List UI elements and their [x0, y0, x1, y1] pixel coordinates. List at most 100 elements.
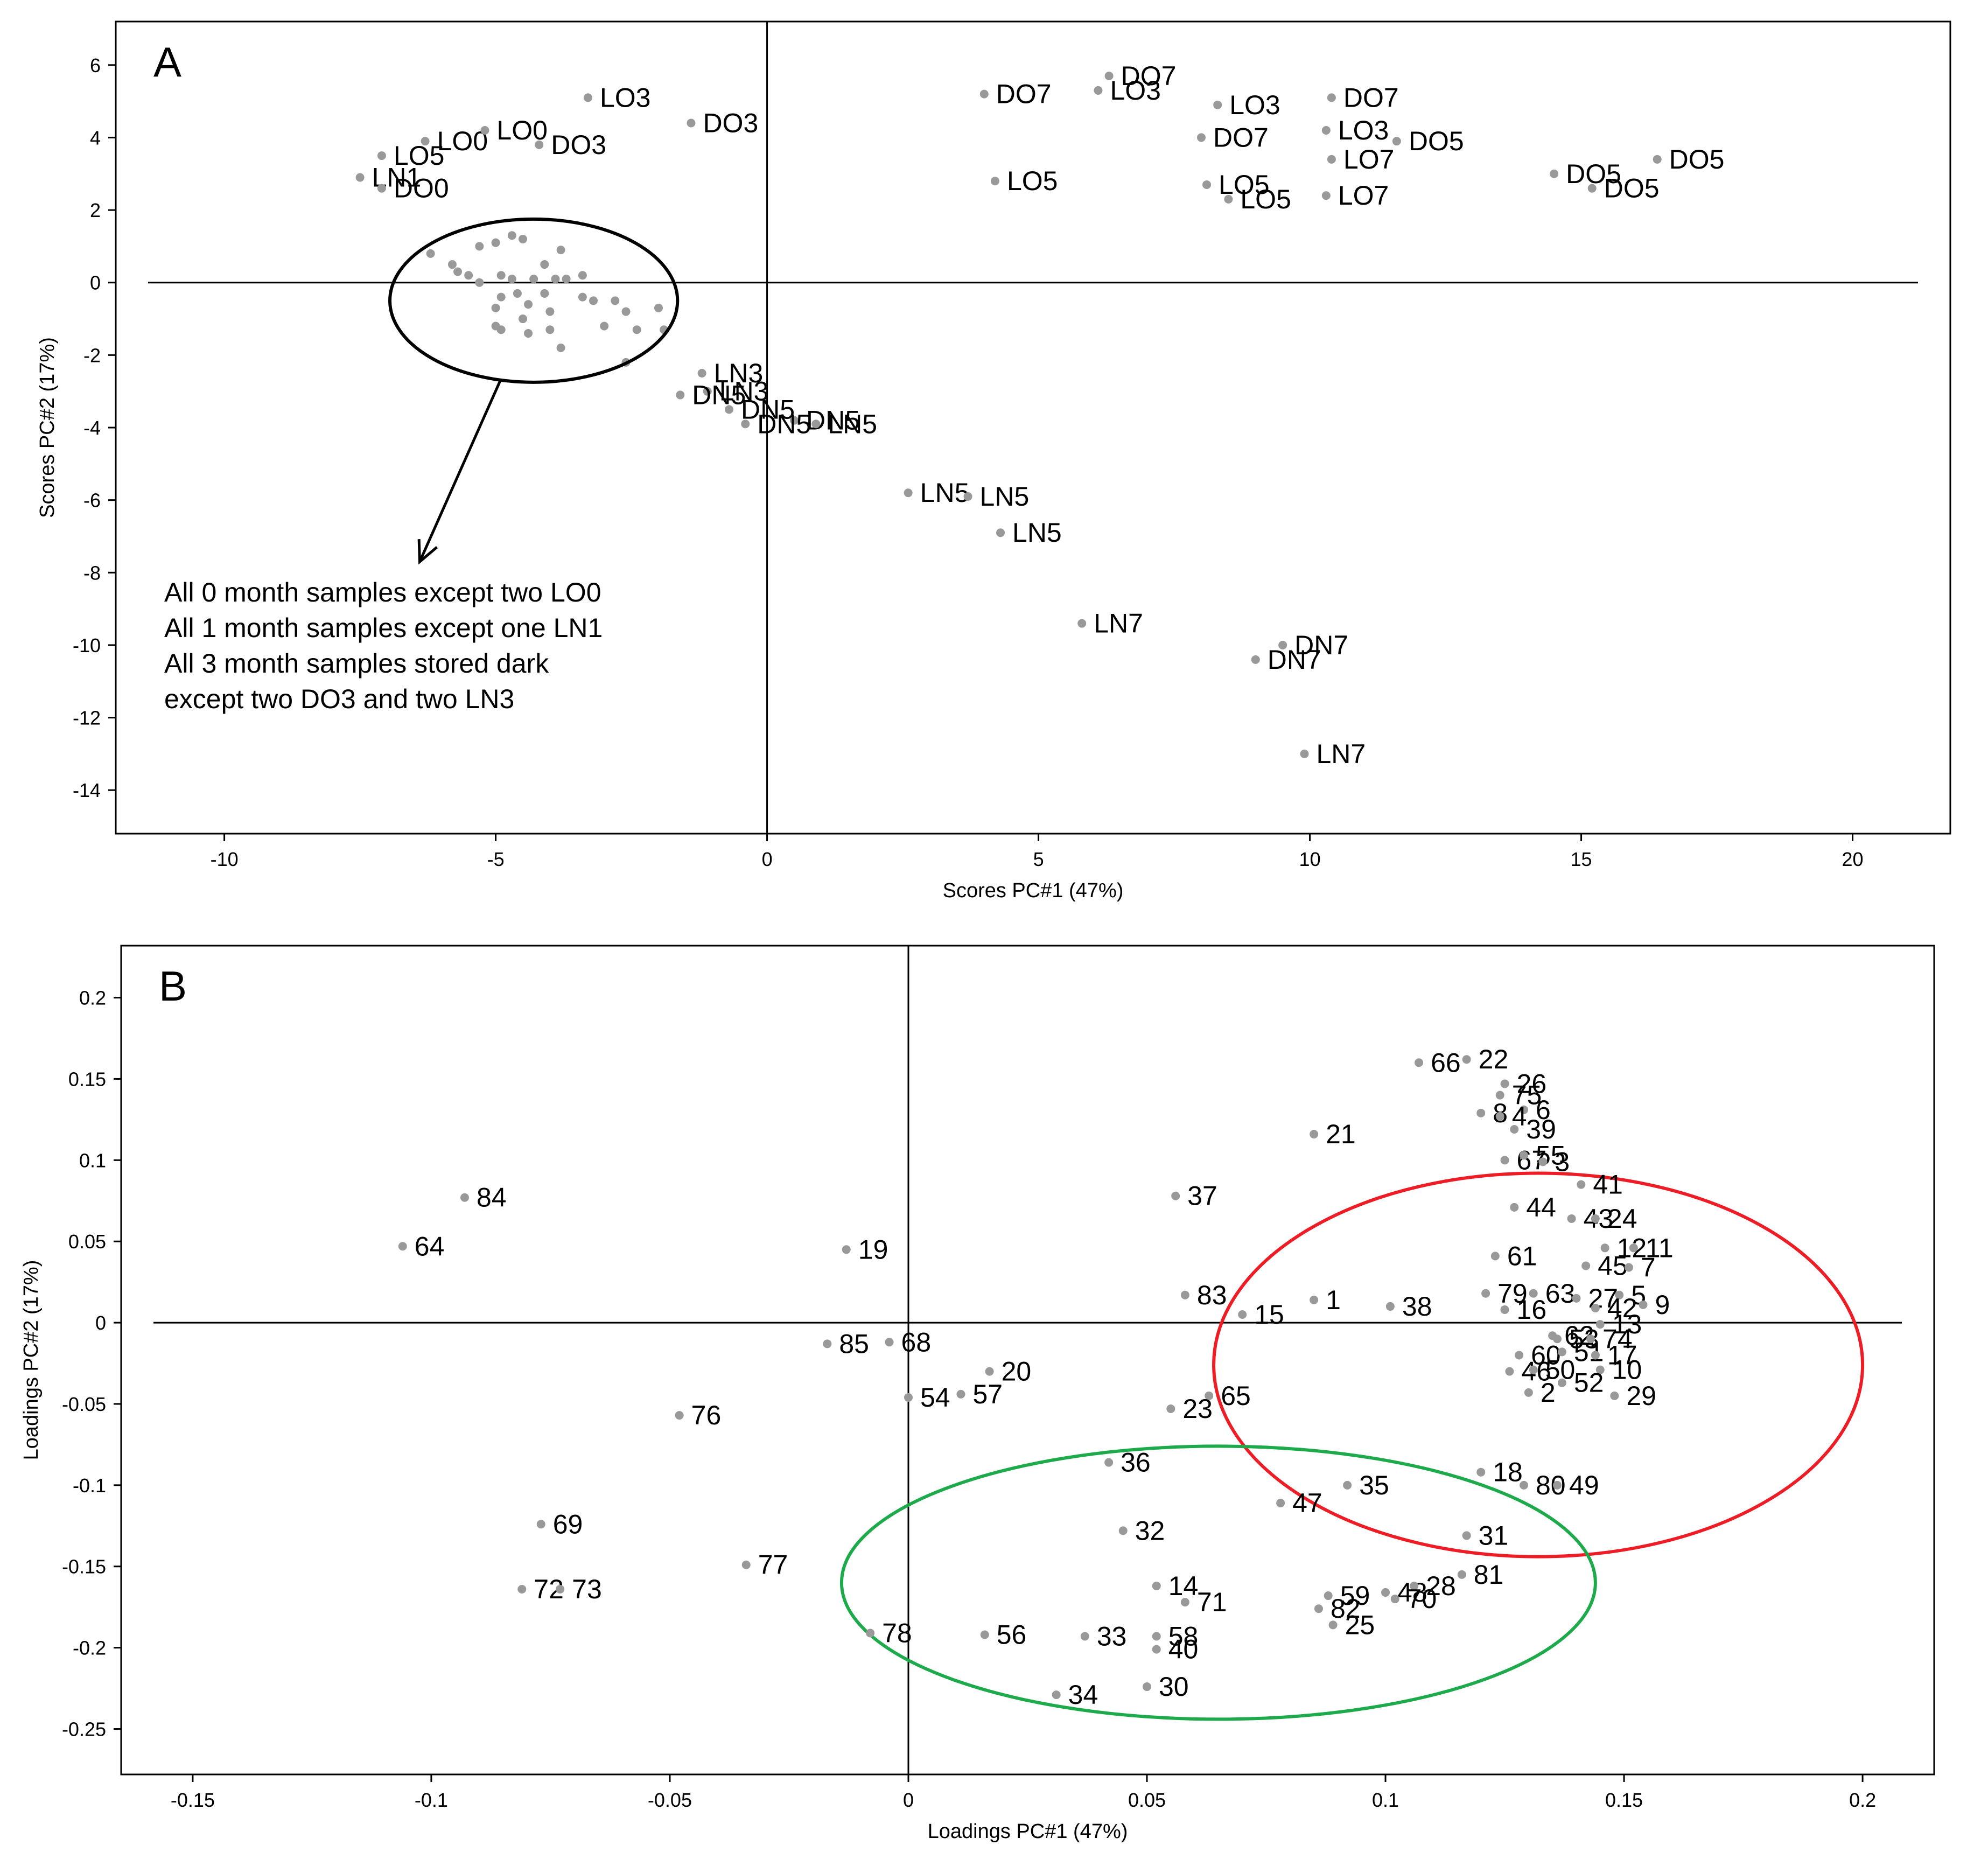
data-point	[1639, 1300, 1648, 1309]
x-tick-label: 0.2	[1849, 1789, 1876, 1811]
point-label: 66	[1431, 1047, 1461, 1078]
data-point	[600, 322, 609, 331]
data-point	[1328, 1620, 1338, 1630]
data-point	[1567, 1214, 1576, 1223]
point-label: LN5	[920, 478, 970, 508]
point-label: 33	[1097, 1622, 1127, 1652]
data-point	[1610, 1391, 1619, 1400]
data-point	[491, 303, 500, 312]
data-point	[1462, 1531, 1471, 1540]
point-label: 13	[1612, 1309, 1642, 1339]
data-point	[1495, 1091, 1504, 1100]
point-label: 10	[1612, 1355, 1642, 1385]
data-point	[556, 1584, 565, 1594]
point-label: LN5	[1012, 518, 1062, 548]
point-label: 49	[1569, 1470, 1599, 1500]
data-point	[475, 242, 484, 251]
data-point	[518, 315, 527, 324]
x-tick-label: 0.15	[1605, 1789, 1643, 1811]
data-point	[1381, 1588, 1390, 1597]
data-point	[524, 329, 533, 338]
point-label: 6	[1536, 1095, 1551, 1125]
point-label: DN7	[1268, 645, 1321, 675]
data-point	[1152, 1581, 1161, 1590]
point-label: 23	[1182, 1394, 1213, 1424]
data-point	[1310, 1130, 1319, 1139]
y-tick-label: 0.1	[79, 1149, 106, 1171]
data-point	[1196, 133, 1206, 142]
point-label: 15	[1254, 1299, 1284, 1330]
data-point	[1180, 1290, 1189, 1299]
data-point	[1410, 1581, 1419, 1590]
data-point	[1624, 1263, 1633, 1272]
data-point	[545, 307, 555, 316]
point-label: DO7	[996, 79, 1052, 109]
data-point	[1213, 100, 1222, 109]
x-tick-label: 15	[1571, 848, 1592, 870]
panel-label: B	[159, 962, 187, 1010]
point-label: 32	[1135, 1515, 1165, 1546]
data-point	[823, 1339, 832, 1348]
data-point	[1152, 1632, 1161, 1641]
data-point	[789, 416, 799, 425]
x-tick-label: -0.05	[648, 1789, 692, 1811]
point-label: LO7	[1338, 180, 1389, 211]
point-label: 30	[1159, 1672, 1189, 1702]
data-point	[1415, 1058, 1424, 1067]
data-point	[1586, 1334, 1595, 1344]
point-label: 63	[1545, 1278, 1576, 1309]
point-label: LN3	[714, 358, 764, 388]
data-point	[507, 274, 516, 283]
data-point	[583, 93, 592, 102]
red-cluster-ellipse	[1212, 1171, 1865, 1559]
point-label: LO7	[1343, 144, 1395, 174]
point-label: 70	[1407, 1584, 1437, 1614]
data-point	[545, 325, 555, 334]
point-label: 47	[1292, 1488, 1322, 1518]
x-tick-label: 5	[1033, 848, 1044, 870]
point-label: 22	[1479, 1044, 1509, 1074]
data-point	[904, 1393, 913, 1402]
point-label: 28	[1426, 1571, 1456, 1601]
data-point	[1205, 1391, 1214, 1400]
data-point	[377, 151, 386, 160]
point-label: 37	[1187, 1181, 1217, 1211]
point-label: 41	[1593, 1170, 1623, 1200]
green-cluster-ellipse	[839, 1444, 1597, 1721]
data-point	[1557, 1347, 1566, 1357]
data-point	[464, 271, 473, 280]
data-point	[1519, 1151, 1528, 1160]
point-label: 29	[1626, 1381, 1656, 1411]
data-point	[1080, 1632, 1089, 1641]
data-point	[1529, 1365, 1538, 1374]
data-point	[1094, 86, 1103, 95]
data-point	[1202, 180, 1212, 189]
data-point	[725, 405, 734, 414]
data-point	[513, 289, 522, 298]
point-label: DO7	[1343, 82, 1399, 113]
data-point	[956, 1389, 965, 1399]
data-point	[1276, 1499, 1285, 1508]
point-label: 24	[1607, 1204, 1637, 1234]
point-label: DO5	[1566, 159, 1621, 189]
annotation-text-line: except two DO3 and two LN3	[164, 684, 514, 714]
data-point	[536, 1520, 545, 1529]
data-point	[578, 271, 587, 280]
point-label: LO5	[394, 141, 445, 171]
data-point	[1500, 1079, 1509, 1088]
point-label: 84	[477, 1183, 507, 1213]
y-tick-label: 0	[90, 272, 101, 294]
data-point	[866, 1629, 875, 1638]
x-tick-label: -0.1	[415, 1789, 448, 1811]
data-point	[1553, 1334, 1562, 1344]
x-axis-label: Scores PC#1 (47%)	[943, 879, 1124, 902]
data-point	[517, 1584, 527, 1594]
data-point	[1595, 1365, 1605, 1374]
data-point	[1515, 1351, 1524, 1360]
data-point	[985, 1367, 994, 1376]
point-label: 56	[997, 1619, 1027, 1650]
data-point	[1462, 1055, 1471, 1064]
data-point	[551, 274, 560, 283]
data-point	[1457, 1570, 1466, 1579]
